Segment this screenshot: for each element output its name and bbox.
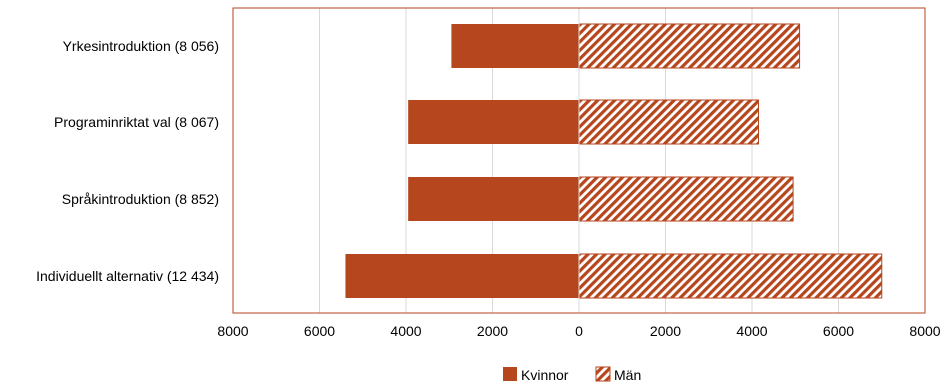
legend-label-man: Män	[614, 367, 641, 383]
x-tick-label: 6000	[823, 323, 854, 339]
bars-layer	[345, 8, 883, 313]
bar-man	[578, 99, 759, 145]
legend-swatch-man	[595, 366, 611, 382]
x-tick-label: 6000	[304, 323, 335, 339]
legend-swatch-kvinnor	[503, 367, 517, 381]
bar-kvinnor	[451, 24, 579, 68]
x-axis-ticks: 8000 6000 4000 2000 0 2000 4000 6000 8000	[217, 323, 940, 339]
bar-kvinnor	[345, 254, 579, 298]
x-tick-label: 4000	[390, 323, 421, 339]
x-tick-label: 4000	[736, 323, 767, 339]
x-tick-label: 0	[575, 323, 583, 339]
bar-kvinnor	[408, 100, 579, 144]
bar-man	[578, 253, 883, 299]
category-label: Programinriktat val (8 067)	[54, 114, 219, 130]
category-label: Individuellt alternativ (12 434)	[36, 268, 219, 284]
legend-label-kvinnor: Kvinnor	[521, 367, 569, 383]
category-label: Språkintroduktion (8 852)	[62, 191, 219, 207]
bar-man	[578, 176, 794, 222]
x-tick-label: 2000	[650, 323, 681, 339]
bar-man	[578, 23, 801, 69]
bar-kvinnor	[408, 177, 579, 221]
category-label: Yrkesintroduktion (8 056)	[63, 38, 219, 54]
category-labels: Yrkesintroduktion (8 056) Programinriktat…	[36, 38, 219, 284]
x-tick-label: 8000	[217, 323, 248, 339]
legend: Kvinnor Män	[503, 366, 641, 383]
x-tick-label: 2000	[477, 323, 508, 339]
x-tick-label: 8000	[909, 323, 940, 339]
plot-frame	[232, 7, 926, 314]
